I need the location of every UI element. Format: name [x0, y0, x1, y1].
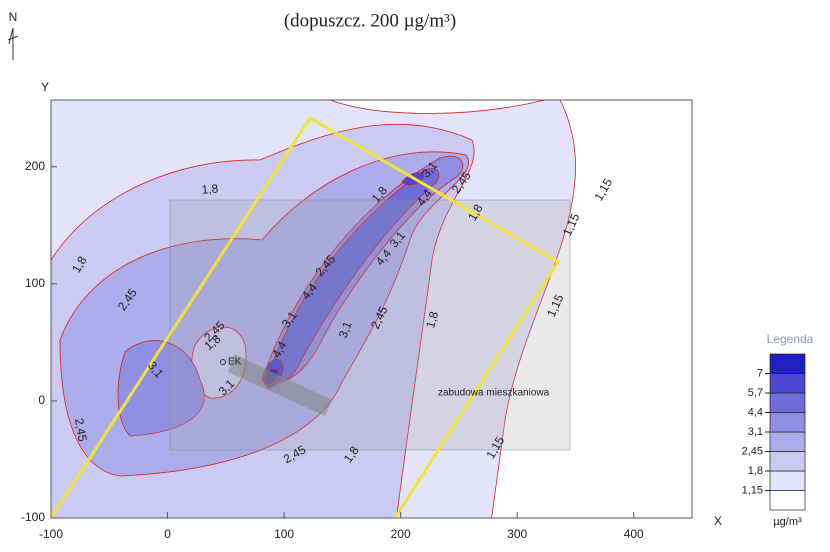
legend-label: 1,8: [748, 465, 763, 477]
legend-label: 2,45: [742, 445, 763, 457]
x-tick-label: 100: [274, 527, 294, 541]
y-tick-label: 200: [25, 159, 45, 173]
legend-label: 1,15: [742, 484, 763, 496]
north-label: N: [9, 10, 18, 24]
x-tick-label: 400: [624, 527, 644, 541]
legend-swatch: [770, 471, 805, 491]
annotation: EK: [228, 357, 242, 368]
chart-title: (dopuszcz. 200 µg/m³): [284, 10, 456, 31]
legend-unit: µg/m³: [773, 516, 802, 528]
y-tick-label: -100: [21, 510, 45, 524]
legend-label: 7: [757, 367, 763, 379]
legend-swatch: [770, 491, 805, 511]
north-arrow: [8, 28, 18, 60]
legend-swatch: [770, 413, 805, 433]
legend-swatch: [770, 432, 805, 452]
legend-title: Legenda: [767, 332, 814, 346]
x-tick-label: 200: [391, 527, 411, 541]
x-axis-label: X: [714, 514, 722, 528]
legend-swatch: [770, 374, 805, 394]
x-tick-label: 0: [164, 527, 171, 541]
legend-label: 5,7: [748, 387, 763, 399]
legend-swatch: [770, 393, 805, 413]
x-tick-label: -100: [39, 527, 63, 541]
page: (dopuszcz. 200 µg/m³) N Y X Legenda EK za…: [0, 0, 830, 552]
legend-label: 4,4: [748, 406, 763, 418]
legend-swatch: [770, 354, 805, 374]
x-tick-label: 300: [507, 527, 527, 541]
y-tick-label: 0: [38, 393, 45, 407]
legend-label: 3,1: [748, 426, 763, 438]
annotation: zabudowa mieszkaniowa: [438, 388, 550, 399]
legend-swatch: [770, 452, 805, 472]
y-axis-label: Y: [41, 80, 49, 94]
chart: (dopuszcz. 200 µg/m³) N Y X Legenda EK za…: [0, 0, 830, 547]
contour-label: 1,8: [201, 181, 219, 196]
y-tick-label: 100: [25, 276, 45, 290]
